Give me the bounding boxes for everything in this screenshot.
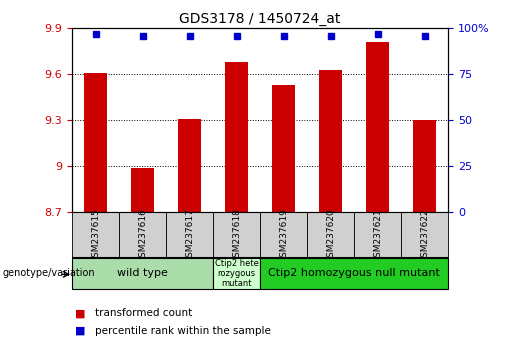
Text: GSM237620: GSM237620 (326, 208, 335, 263)
Bar (319, 70, 342, 212)
Text: GSM237618: GSM237618 (232, 208, 241, 263)
Bar (72, 212, 119, 258)
Text: GSM237621: GSM237621 (373, 208, 382, 263)
Bar (307, 212, 354, 258)
Bar (366, 42, 389, 212)
Bar (178, 119, 201, 212)
Bar (72, 258, 213, 289)
Bar (413, 120, 436, 212)
Bar (84, 73, 107, 212)
Bar (401, 212, 448, 258)
Text: GSM237617: GSM237617 (185, 208, 194, 263)
Text: ■: ■ (75, 308, 85, 318)
Bar (166, 212, 213, 258)
Text: transformed count: transformed count (95, 308, 193, 318)
Text: GSM237615: GSM237615 (91, 208, 100, 263)
Title: GDS3178 / 1450724_at: GDS3178 / 1450724_at (179, 12, 341, 26)
Bar (225, 62, 248, 212)
Bar (260, 258, 448, 289)
Bar (354, 212, 401, 258)
Text: GSM237616: GSM237616 (138, 208, 147, 263)
Bar (131, 168, 154, 212)
Bar (272, 85, 295, 212)
Text: GSM237619: GSM237619 (279, 208, 288, 263)
Text: percentile rank within the sample: percentile rank within the sample (95, 326, 271, 336)
Bar (213, 258, 260, 289)
Bar (119, 212, 166, 258)
Text: wild type: wild type (117, 268, 168, 279)
Text: Ctip2 hete
rozygous
mutant: Ctip2 hete rozygous mutant (215, 258, 259, 289)
Text: GSM237622: GSM237622 (420, 208, 429, 263)
Text: ■: ■ (75, 326, 85, 336)
Text: genotype/variation: genotype/variation (3, 268, 95, 278)
Bar (260, 212, 307, 258)
Bar (213, 212, 260, 258)
Text: Ctip2 homozygous null mutant: Ctip2 homozygous null mutant (268, 268, 440, 279)
